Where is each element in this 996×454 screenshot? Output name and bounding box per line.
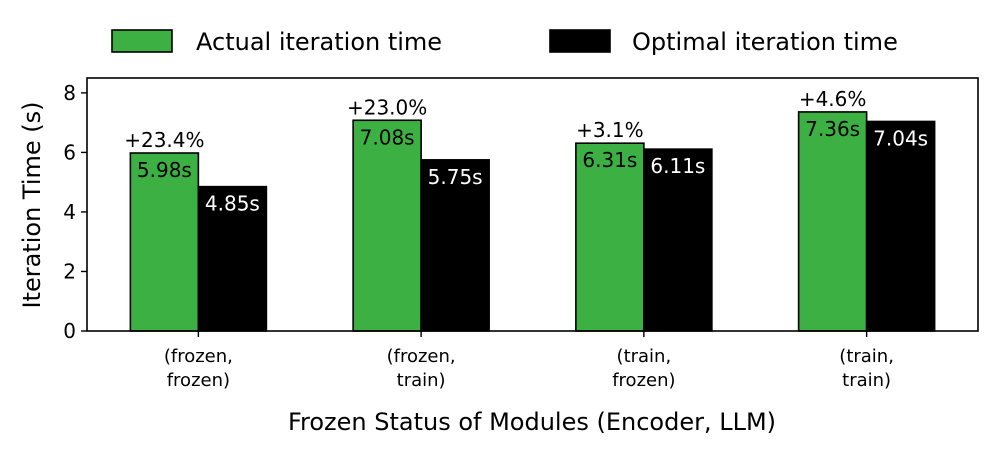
x-tick-label-4: (train, train) xyxy=(839,346,894,391)
y-tick-label-0: 0 xyxy=(63,319,76,343)
data-label-optimal-3: 6.11s xyxy=(650,154,705,178)
x-tick-label-3: (train, frozen) xyxy=(612,346,675,391)
bar-actual-3 xyxy=(575,142,645,332)
x-tick-label-line: frozen) xyxy=(167,370,230,391)
plot-area: 5.98s 4.85s +23.4% (frozen, frozen) 7.08s 5.75… xyxy=(63,77,979,391)
x-tick-label-line: train) xyxy=(397,370,446,391)
legend-swatch-optimal xyxy=(549,29,611,53)
x-tick-label-line: frozen) xyxy=(612,370,675,391)
overhead-annotation-2: +23.0% xyxy=(347,95,427,119)
y-tick-label-8: 8 xyxy=(63,81,76,105)
data-label-actual-2: 7.08s xyxy=(360,125,415,149)
legend: Actual iteration time Optimal iteration t… xyxy=(111,28,898,56)
y-tick-label-2: 2 xyxy=(63,259,76,283)
x-tick-label-line: (train, xyxy=(617,346,672,367)
overhead-annotation-3: +3.1% xyxy=(576,118,644,142)
data-label-actual-3: 6.31s xyxy=(582,148,637,172)
bar-actual-2 xyxy=(352,119,422,332)
legend-label-actual: Actual iteration time xyxy=(196,28,442,56)
x-tick-label-line: train) xyxy=(842,370,891,391)
x-axis-label: Frozen Status of Modules (Encoder, LLM) xyxy=(288,408,776,436)
x-tick-label-1: (frozen, frozen) xyxy=(164,346,233,391)
data-label-optimal-2: 5.75s xyxy=(428,165,483,189)
x-tick-label-line: (frozen, xyxy=(387,346,456,367)
data-label-actual-1: 5.98s xyxy=(137,158,192,182)
x-tick-label-2: (frozen, train) xyxy=(387,346,456,391)
overhead-annotation-1: +23.4% xyxy=(124,128,204,152)
legend-label-optimal: Optimal iteration time xyxy=(632,28,898,56)
bar-actual-4 xyxy=(797,111,868,332)
x-tick-label-line: (train, xyxy=(839,346,894,367)
data-label-optimal-1: 4.85s xyxy=(205,192,260,216)
overhead-annotation-4: +4.6% xyxy=(799,87,867,111)
data-label-optimal-4: 7.04s xyxy=(873,126,928,150)
y-tick-label-4: 4 xyxy=(63,200,76,224)
axes-frame xyxy=(86,77,979,332)
bar-optimal-1 xyxy=(197,185,268,332)
y-axis-label: Iteration Time (s) xyxy=(18,101,46,308)
bar-optimal-4 xyxy=(865,120,936,332)
legend-swatch-actual xyxy=(111,29,173,53)
data-label-actual-4: 7.36s xyxy=(805,117,860,141)
bar-optimal-3 xyxy=(643,148,713,332)
y-tick-label-6: 6 xyxy=(63,140,76,164)
bar-actual-1 xyxy=(129,152,200,332)
x-tick-label-line: (frozen, xyxy=(164,346,233,367)
